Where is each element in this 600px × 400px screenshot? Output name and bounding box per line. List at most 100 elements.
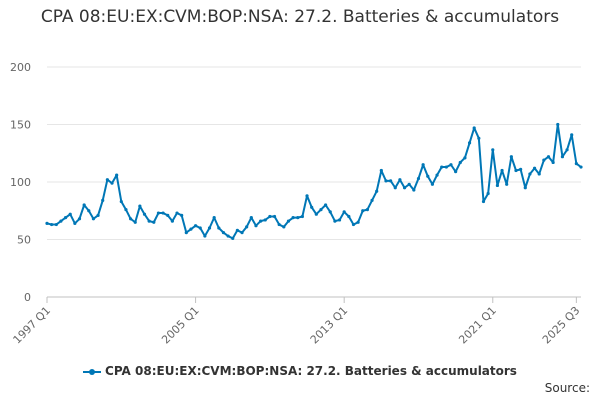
data-point[interactable] [546,155,551,159]
data-point[interactable] [133,220,137,224]
data-point[interactable] [124,208,128,212]
data-point[interactable] [477,136,481,140]
data-point[interactable] [560,155,565,159]
data-point[interactable] [128,217,133,221]
data-point[interactable] [532,166,537,170]
data-point[interactable] [217,226,221,230]
data-point[interactable] [203,234,207,238]
data-point[interactable] [166,213,170,217]
data-point[interactable] [231,236,235,240]
data-point[interactable] [198,226,202,230]
data-point[interactable] [430,182,435,186]
data-point[interactable] [272,214,277,219]
data-point[interactable] [170,219,174,223]
data-point[interactable] [96,213,100,217]
data-point[interactable] [147,219,151,223]
data-point[interactable] [486,191,490,196]
data-point[interactable] [542,158,546,162]
data-point[interactable] [426,174,430,178]
data-point[interactable] [138,204,142,208]
data-point[interactable] [500,168,504,173]
data-point[interactable] [370,198,374,202]
data-point[interactable] [82,203,86,207]
data-point[interactable] [528,172,532,176]
data-point[interactable] [221,231,226,235]
data-point[interactable] [305,194,309,198]
data-point[interactable] [375,189,379,193]
data-point[interactable] [119,199,123,204]
data-point[interactable] [458,160,462,165]
data-point[interactable] [481,199,486,204]
data-point[interactable] [393,186,397,190]
data-point[interactable] [402,186,407,190]
data-point[interactable] [319,208,323,212]
data-point[interactable] [361,209,365,213]
data-point[interactable] [505,182,509,186]
data-point[interactable] [333,219,337,223]
data-point[interactable] [300,214,304,219]
data-point[interactable] [115,173,119,177]
data-point[interactable] [514,168,518,173]
data-point[interactable] [245,225,249,229]
data-point[interactable] [254,224,258,228]
data-point[interactable] [416,176,421,181]
data-point[interactable] [68,212,72,216]
data-point[interactable] [537,172,541,176]
data-point[interactable] [235,228,239,232]
data-point[interactable] [212,216,216,220]
data-point[interactable] [161,211,165,215]
data-point[interactable] [50,222,54,227]
data-point[interactable] [77,217,82,221]
data-point[interactable] [421,163,425,167]
data-point[interactable] [440,165,444,169]
data-point[interactable] [105,178,109,182]
data-point[interactable] [570,133,574,137]
data-point[interactable] [389,179,393,183]
data-point[interactable] [268,214,272,219]
data-point[interactable] [63,216,68,220]
data-point[interactable] [152,220,156,224]
data-point[interactable] [412,188,416,192]
data-point[interactable] [574,162,578,166]
data-point[interactable] [379,168,383,173]
data-point[interactable] [435,173,439,177]
data-point[interactable] [282,225,286,229]
data-point[interactable] [523,186,527,190]
data-point[interactable] [207,226,212,230]
data-point[interactable] [59,219,63,223]
data-point[interactable] [45,221,49,225]
data-point[interactable] [259,219,263,223]
data-point[interactable] [296,216,300,220]
data-point[interactable] [184,231,188,235]
data-point[interactable] [407,182,411,186]
data-point[interactable] [91,217,96,221]
data-point[interactable] [472,126,476,130]
data-point[interactable] [509,155,513,159]
data-point[interactable] [467,141,472,145]
legend[interactable]: CPA 08:EU:EX:CVM:BOP:NSA: 27.2. Batterie… [0,364,600,378]
data-point[interactable] [444,165,448,169]
data-point[interactable] [175,211,179,215]
data-point[interactable] [356,220,360,224]
data-point[interactable] [384,179,388,183]
data-point[interactable] [249,216,253,220]
data-point[interactable] [342,210,346,214]
data-point[interactable] [579,165,583,169]
data-point[interactable] [180,213,184,217]
data-point[interactable] [189,227,193,231]
data-point[interactable] [365,208,369,212]
data-point[interactable] [565,148,569,152]
data-point[interactable] [87,209,91,213]
data-point[interactable] [291,216,295,220]
data-point[interactable] [495,183,500,188]
data-point[interactable] [240,231,244,235]
data-point[interactable] [449,163,453,167]
data-point[interactable] [491,148,495,152]
data-point[interactable] [328,210,332,214]
data-point[interactable] [351,222,356,227]
data-point[interactable] [454,170,458,174]
data-point[interactable] [314,212,318,216]
data-point[interactable] [101,198,105,202]
data-point[interactable] [193,224,198,228]
data-point[interactable] [556,122,560,127]
